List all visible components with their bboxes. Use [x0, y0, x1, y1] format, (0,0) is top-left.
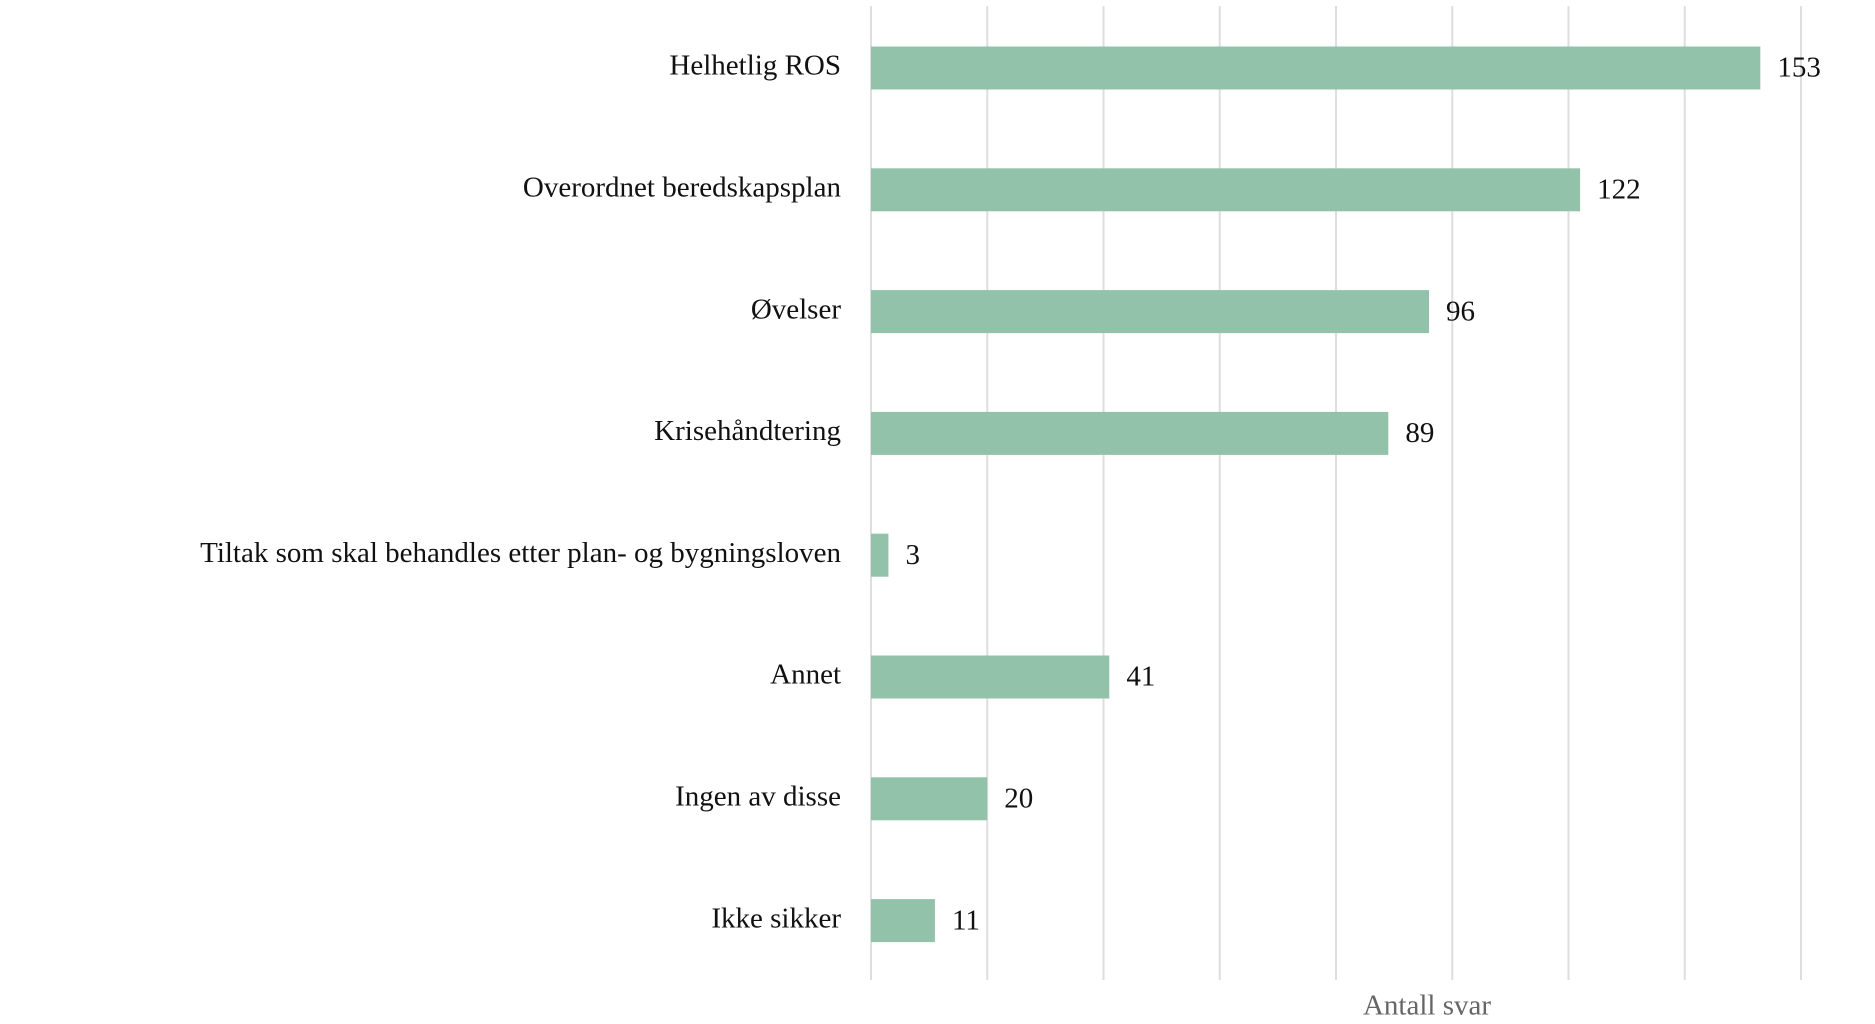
data-label: 41 [1126, 661, 1155, 693]
data-label: 96 [1446, 295, 1475, 327]
y-tick-label: Tiltak som skal behandles etter plan- og… [200, 537, 841, 569]
bar [871, 777, 988, 821]
data-label: 11 [952, 904, 980, 936]
bar [871, 168, 1581, 212]
bar [871, 899, 935, 943]
y-tick-label: Krisehåndtering [654, 415, 841, 447]
y-tick-label: Ikke sikker [711, 902, 841, 934]
bar [871, 46, 1761, 90]
bar [871, 655, 1110, 699]
y-tick-label: Øvelser [751, 293, 842, 325]
data-label: 3 [905, 539, 920, 571]
data-label: 20 [1004, 782, 1033, 814]
data-label: 153 [1777, 52, 1821, 84]
y-tick-label: Helhetlig ROS [669, 50, 841, 82]
x-axis-title: Antall svar [1363, 990, 1491, 1022]
data-label: 122 [1597, 173, 1641, 205]
y-tick-label: Annet [770, 659, 841, 691]
y-tick-label: Ingen av disse [675, 780, 841, 812]
bar [871, 533, 889, 577]
data-label: 89 [1405, 417, 1434, 449]
bar [871, 290, 1429, 334]
y-tick-label: Overordnet beredskapsplan [523, 171, 842, 203]
bar [871, 411, 1389, 455]
